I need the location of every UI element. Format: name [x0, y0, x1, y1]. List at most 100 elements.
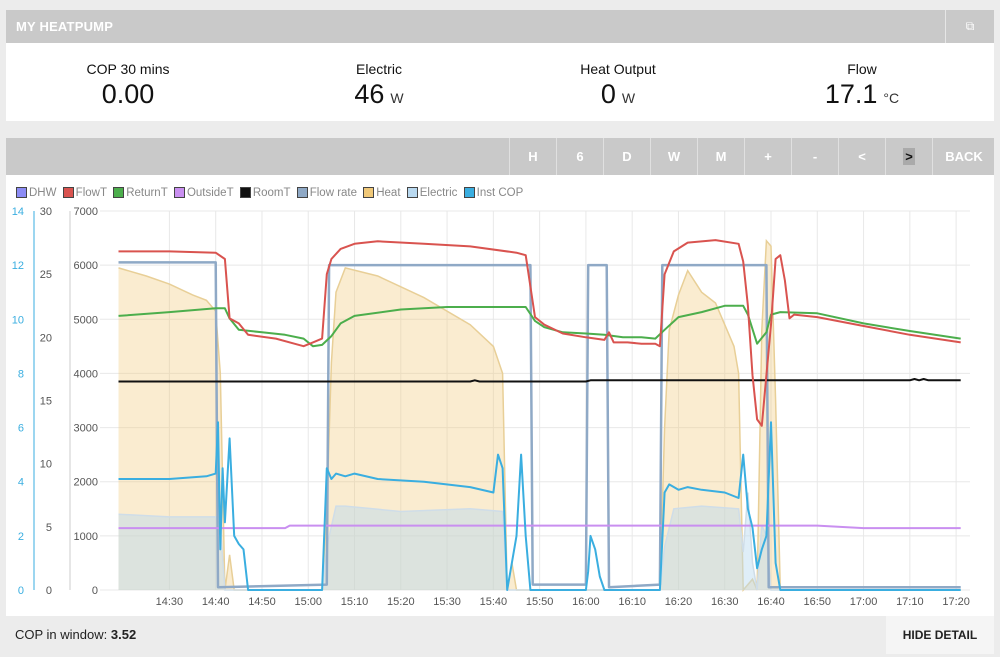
power-axis-tick-label: 4000: [74, 368, 98, 380]
legend-label-roomt: RoomT: [252, 187, 291, 199]
cop-axis-tick-label: 12: [12, 260, 24, 272]
legend-item-electric[interactable]: Electric: [406, 187, 458, 199]
legend-swatch-electric: [406, 187, 418, 198]
cop-axis-tick-label: 4: [18, 477, 24, 489]
stat-electric: Electric 46 W: [289, 61, 469, 110]
cop-axis-tick-label: 0: [18, 585, 24, 597]
stats-panel: COP 30 mins 0.00 Electric 46 W Heat Outpu…: [6, 43, 994, 121]
back-button[interactable]: BACK: [932, 138, 995, 175]
stat-flow: Flow 17.1 °C: [772, 61, 952, 110]
cop-window-summary: COP in window: 3.52: [15, 627, 136, 642]
x-axis-tick-label: 17:00: [850, 596, 878, 608]
power-axis-tick-label: 1000: [74, 531, 98, 543]
range-6h-button[interactable]: 6: [556, 138, 603, 175]
legend-label-dhw: DHW: [29, 187, 57, 199]
temp-axis-tick-label: 0: [46, 585, 52, 597]
power-axis-tick-label: 7000: [74, 206, 98, 218]
legend-item-heat[interactable]: Heat: [363, 187, 401, 199]
stat-flow-unit: °C: [883, 90, 900, 106]
external-link-button[interactable]: ⧉: [945, 10, 994, 43]
x-axis-tick-label: 14:40: [202, 596, 230, 608]
legend-label-electric: Electric: [419, 187, 458, 199]
heatpump-chart[interactable]: 0 2 4 6 8 10 12 14 0 5 10 15 20 25 30 0 1000 2000 3000 4000…: [6, 175, 994, 616]
temp-axis-tick-label: 20: [40, 332, 52, 344]
x-axis-tick-label: 15:10: [341, 596, 369, 608]
legend-item-flow-rate[interactable]: Flow rate: [296, 187, 358, 199]
cop-axis-tick-label: 14: [12, 206, 24, 218]
power-axis-tick-label: 3000: [74, 423, 98, 435]
x-axis-tick-label: 14:30: [156, 596, 184, 608]
legend-swatch-inst-cop: [463, 187, 475, 198]
range-week-button[interactable]: W: [650, 138, 697, 175]
legend-item-returnt[interactable]: ReturnT: [113, 187, 168, 199]
stat-cop-value: 0.00: [101, 79, 155, 109]
temp-axis-tick-label: 5: [46, 522, 52, 534]
legend-label-flowt: FlowT: [75, 187, 107, 199]
cop-axis-tick-label: 6: [18, 423, 24, 435]
cop-axis-tick-label: 8: [18, 368, 24, 380]
power-axis-tick-label: 2000: [74, 477, 98, 489]
x-axis-tick-label: 15:00: [294, 596, 322, 608]
stat-electric-unit: W: [390, 90, 404, 106]
legend-item-inst-cop[interactable]: Inst COP: [463, 187, 524, 199]
series-roomt-line: [118, 378, 961, 383]
cop-window-label: COP in window:: [15, 627, 108, 642]
power-axis-tick-label: 0: [92, 585, 98, 597]
x-axis-tick-label: 14:50: [248, 596, 276, 608]
zoom-in-button[interactable]: +: [744, 138, 791, 175]
range-day-button[interactable]: D: [603, 138, 650, 175]
pan-left-button[interactable]: <: [838, 138, 885, 175]
temp-axis-tick-label: 30: [40, 206, 52, 218]
temp-axis-tick-label: 10: [40, 459, 52, 471]
legend-item-dhw[interactable]: DHW: [16, 187, 56, 199]
stat-electric-number: 46: [354, 79, 385, 109]
x-axis-tick-label: 15:50: [526, 596, 554, 608]
series-outsidet-line: [118, 524, 961, 530]
series-heat-area: [118, 240, 961, 591]
series-electric-area: [118, 492, 961, 590]
stat-heat-output-number: 0: [600, 79, 616, 109]
hide-detail-button[interactable]: HIDE DETAIL: [886, 616, 994, 654]
chart-toolbar: H 6 D W M + - < > BACK: [6, 138, 994, 175]
stat-flow-value: 17.1 °C: [772, 79, 952, 110]
legend-item-flowt[interactable]: FlowT: [62, 187, 107, 199]
pan-right-button[interactable]: >: [885, 138, 932, 175]
zoom-out-button[interactable]: -: [791, 138, 838, 175]
x-axis-tick-label: 17:20: [942, 596, 970, 608]
series-inst-cop-line: [118, 421, 961, 591]
x-axis-tick-label: 17:10: [896, 596, 924, 608]
temp-axis-tick-label: 25: [40, 269, 52, 281]
stat-heat-output-label: Heat Output: [580, 61, 656, 77]
x-axis-tick-label: 16:50: [804, 596, 832, 608]
range-hour-button[interactable]: H: [509, 138, 556, 175]
stat-heat-output-unit: W: [621, 90, 636, 106]
external-link-icon: ⧉: [965, 19, 975, 33]
legend-label-returnt: ReturnT: [126, 187, 168, 199]
legend-swatch-roomt: [239, 187, 251, 198]
stat-flow-label: Flow: [847, 61, 877, 77]
legend-item-roomt[interactable]: RoomT: [239, 187, 291, 199]
title-bar: MY HEATPUMP ⧉: [6, 10, 994, 43]
x-axis-tick-label: 15:20: [387, 596, 415, 608]
legend-swatch-flow-rate: [296, 187, 308, 198]
x-axis-tick-label: 16:10: [618, 596, 646, 608]
legend-item-outsidet[interactable]: OutsideT: [173, 187, 234, 199]
legend-label-inst-cop: Inst COP: [476, 187, 524, 199]
legend-swatch-outsidet: [173, 187, 185, 198]
power-axis-tick-label: 5000: [74, 314, 98, 326]
range-month-button[interactable]: M: [697, 138, 744, 175]
legend-label-heat: Heat: [376, 187, 401, 199]
stat-cop-label: COP 30 mins: [86, 61, 170, 77]
legend-swatch-dhw: [16, 187, 27, 198]
stat-flow-number: 17.1: [824, 79, 878, 109]
x-axis-tick-label: 16:00: [572, 596, 600, 608]
legend-label-flow-rate: Flow rate: [309, 187, 358, 199]
x-axis-tick-label: 16:30: [711, 596, 739, 608]
chart-legend: DHW FlowT ReturnT OutsideT RoomT Flow ra…: [16, 187, 526, 201]
cop-window-value: 3.52: [110, 627, 137, 642]
power-axis-tick-label: 6000: [74, 260, 98, 272]
cop-axis-tick-label: 10: [12, 314, 24, 326]
legend-label-outsidet: OutsideT: [186, 187, 234, 199]
